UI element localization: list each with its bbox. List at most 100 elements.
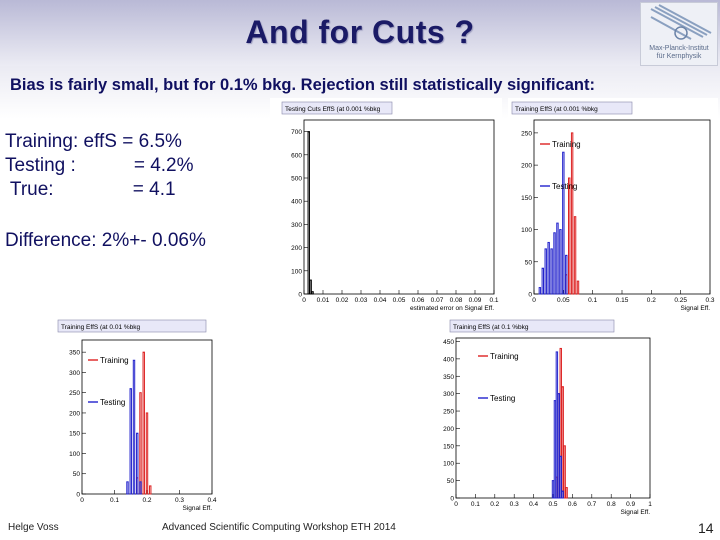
- chart-panel-effs-01: Training EffS (at 0.1 %bkg 0 50 100 150 200 25…: [430, 316, 658, 524]
- institute-logo: Max-Planck-Institut für Kernphysik: [640, 2, 718, 66]
- y-tick-label: 50: [525, 259, 533, 266]
- y-tick-label: 500: [291, 176, 302, 183]
- histogram-bar-testing: [562, 151, 565, 295]
- histogram-bar-testing: [541, 267, 544, 295]
- slide-title: And for Cuts ?: [245, 14, 475, 50]
- chart-title: Testing Cuts EffS (at 0.001 %bkg: [285, 106, 381, 113]
- histogram-bar-training: [142, 351, 145, 495]
- plot-frame: [81, 339, 213, 495]
- histogram-bar-testing: [551, 480, 555, 499]
- histogram-bar-testing: [557, 393, 561, 499]
- title-bar: [0, 0, 720, 66]
- result-true: True: = 4.1: [5, 179, 176, 200]
- chart-error: Testing Cuts EffS (at 0.001 %bkg 0 100 200 3…: [281, 101, 499, 312]
- footer-event: Advanced Scientific Computing Workshop E…: [162, 522, 396, 533]
- x-tick-label: 0.15: [616, 297, 629, 304]
- y-tick-label: 350: [69, 350, 80, 357]
- plot-frame: [533, 119, 711, 295]
- histogram-bar-training: [576, 280, 580, 295]
- x-tick-label: 0: [302, 297, 306, 304]
- chart-effs-001: Training EffS (at 0.01 %bkg 0 50 100 150 200 2…: [57, 319, 217, 512]
- y-tick-label: 100: [291, 268, 302, 275]
- y-tick-label: 0: [76, 492, 80, 499]
- x-tick-label: 0.9: [626, 501, 635, 508]
- logo-line-2: für Kernphysik: [656, 53, 702, 60]
- y-tick-label: 200: [521, 163, 532, 170]
- histogram-bar-testing: [565, 254, 568, 295]
- plot-frame: [303, 119, 495, 295]
- y-tick-label: 250: [521, 130, 532, 137]
- histogram-bar-training: [570, 132, 574, 295]
- chart-panel-effs-0001: Training EffS (at 0.001 %bkg 0 50 100 150 200…: [508, 98, 718, 320]
- x-tick-label: 0.1: [489, 297, 498, 304]
- y-tick-label: 200: [69, 410, 80, 417]
- histogram-bar-testing: [559, 229, 562, 295]
- histogram-bar-testing: [559, 455, 562, 499]
- y-tick-label: 0: [298, 292, 302, 299]
- y-tick-label: 100: [443, 461, 454, 468]
- y-tick-label: 700: [291, 129, 302, 136]
- y-tick-label: 0: [528, 292, 532, 299]
- x-axis-label: Signal Eff.: [620, 509, 650, 516]
- histogram-bar-testing: [538, 287, 542, 295]
- x-tick-label: 0: [454, 501, 458, 508]
- histogram-bar-testing: [139, 481, 142, 495]
- x-tick-label: 0.4: [207, 497, 216, 504]
- histogram-bar-testing: [132, 359, 136, 495]
- histogram-bar-training: [145, 412, 149, 495]
- x-tick-label: 0.8: [607, 501, 616, 508]
- y-tick-label: 200: [443, 426, 454, 433]
- chart-title-box: [281, 101, 393, 115]
- x-tick-label: 0.25: [674, 297, 687, 304]
- legend-label: Training: [552, 140, 581, 149]
- x-tick-label: 0.3: [175, 497, 184, 504]
- histogram-bar-testing: [126, 481, 129, 495]
- histogram-bar-testing: [556, 222, 559, 295]
- histogram-bar-training: [563, 445, 566, 499]
- x-axis-label: estimated error on Signal Eff.: [410, 305, 494, 312]
- chart-title: Training EffS (at 0.1 %bkg: [453, 324, 529, 331]
- x-tick-label: 0.4: [529, 501, 538, 508]
- histogram-bar-testing: [550, 248, 553, 295]
- y-tick-label: 150: [521, 195, 532, 202]
- result-testing: Testing : = 4.2%: [5, 155, 194, 176]
- legend-label: Testing: [490, 394, 515, 403]
- y-tick-label: 0: [450, 496, 454, 503]
- x-tick-label: 0.7: [587, 501, 596, 508]
- y-tick-label: 100: [69, 451, 80, 458]
- chart-title: Training EffS (at 0.01 %bkg: [61, 324, 141, 331]
- histogram-bar-training: [568, 177, 571, 295]
- x-tick-label: 0.05: [393, 297, 406, 304]
- legend-label: Testing: [100, 398, 125, 407]
- histogram-bar-error: [307, 131, 310, 295]
- logo-line-1: Max-Planck-Institut: [649, 45, 709, 52]
- y-tick-label: 450: [443, 339, 454, 346]
- x-tick-label: 0.05: [557, 297, 570, 304]
- histogram-bar-testing: [553, 400, 557, 499]
- histogram-bar-training: [149, 485, 152, 495]
- x-tick-label: 0.5: [548, 501, 557, 508]
- x-axis-label: Signal Eff.: [182, 505, 212, 512]
- chart-effs-01: Training EffS (at 0.1 %bkg 0 50 100 150 200 25…: [443, 319, 652, 516]
- chart-title-box: [57, 319, 207, 333]
- histogram-bar-training: [573, 216, 577, 295]
- x-tick-label: 0.2: [647, 297, 656, 304]
- x-tick-label: 0: [532, 297, 536, 304]
- results-block: Training: effS = 6.5% Testing : = 4.2% T…: [5, 130, 194, 202]
- chart-panel-error: Testing Cuts EffS (at 0.001 %bkg 0 100 200 3…: [270, 98, 502, 320]
- x-tick-label: 0.6: [568, 501, 577, 508]
- subtitle: Bias is fairly small, but for 0.1% bkg. …: [10, 76, 596, 94]
- x-tick-label: 0.04: [374, 297, 387, 304]
- histogram-bar-training: [565, 487, 568, 499]
- x-tick-label: 0.2: [142, 497, 151, 504]
- page-number: 14: [698, 520, 714, 536]
- histogram-bar-testing: [547, 241, 550, 295]
- legend-label: Testing: [552, 182, 577, 191]
- chart-panel-effs-001: Training EffS (at 0.01 %bkg 0 50 100 150 200 2…: [52, 316, 220, 520]
- x-tick-label: 0.2: [490, 501, 499, 508]
- y-tick-label: 350: [443, 374, 454, 381]
- y-tick-label: 100: [521, 227, 532, 234]
- result-training: Training: effS = 6.5%: [5, 131, 182, 152]
- footer-author: Helge Voss: [8, 522, 59, 533]
- y-tick-label: 600: [291, 152, 302, 159]
